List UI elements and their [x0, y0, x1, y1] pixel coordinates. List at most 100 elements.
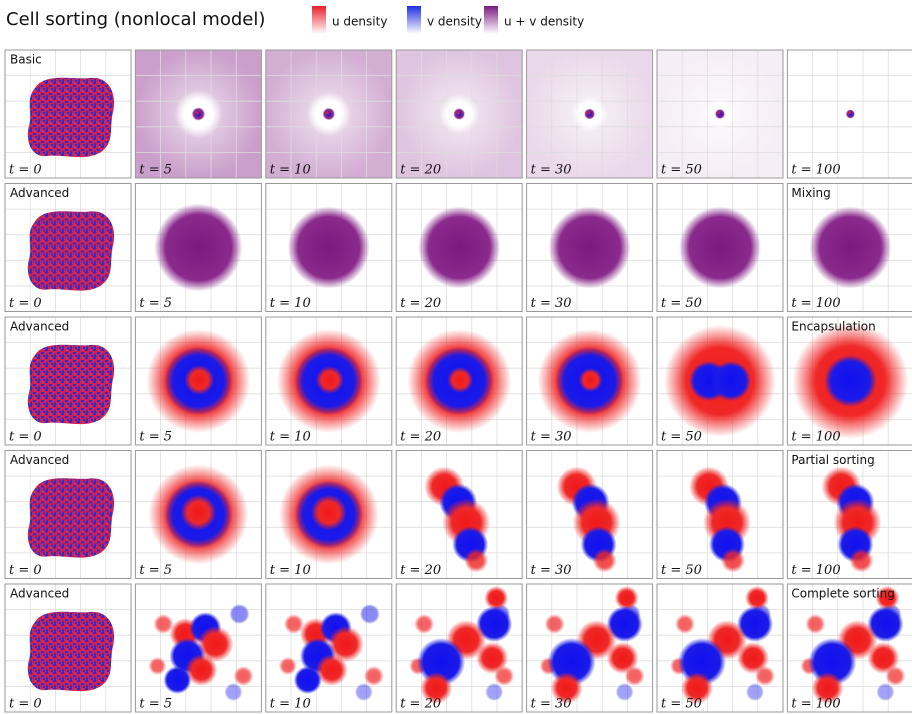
time-label: t = 50: [661, 430, 702, 445]
time-label: t = 20: [400, 563, 441, 578]
density-blob: [675, 614, 695, 634]
density-blob: [224, 683, 242, 701]
outcome-label: Partial sorting: [791, 453, 874, 467]
density-blob: [316, 366, 344, 394]
time-label: t = 5: [139, 430, 172, 445]
time-label: t = 20: [400, 163, 441, 178]
panel: t = 100 Complete sorting: [787, 584, 912, 712]
panel-content: [527, 50, 653, 178]
figure: Cell sorting (nonlocal model) u densityv…: [0, 0, 912, 714]
outcome-label: Encapsulation: [791, 320, 875, 334]
density-blob: [805, 614, 825, 634]
time-label: t = 50: [661, 697, 702, 712]
time-label: t = 0: [9, 296, 42, 311]
time-label: t = 20: [400, 430, 441, 445]
panel: t = 0Advanced: [5, 184, 131, 312]
density-blob: [279, 657, 297, 675]
density-blob: [233, 666, 253, 686]
panel: t = 5: [135, 50, 261, 178]
panel: t = 10: [266, 451, 392, 579]
outcome-label: Complete sorting: [791, 587, 894, 601]
density-blob: [717, 111, 721, 115]
outcome-label: Mixing: [791, 186, 830, 200]
density-blob: [456, 111, 460, 115]
density-blob: [184, 365, 214, 395]
panel-content: [135, 50, 261, 178]
initial-blob: [28, 78, 114, 157]
panel: t = 30: [527, 184, 653, 312]
time-label: t = 10: [270, 697, 311, 712]
density-blob: [311, 495, 347, 531]
density-blob: [849, 549, 873, 573]
panel: t = 100 Partial sorting: [787, 451, 912, 579]
panel-content: [396, 317, 522, 445]
panel-content: [135, 317, 261, 445]
panel: t = 5: [135, 317, 261, 445]
panel: t = 50: [657, 451, 783, 579]
row-label: Advanced: [10, 587, 69, 601]
time-label: t = 50: [661, 163, 702, 178]
panel: t = 20: [396, 50, 522, 178]
time-label: t = 5: [139, 163, 172, 178]
legend-swatch: [484, 6, 498, 34]
panel: t = 20: [396, 184, 522, 312]
panel-content: [135, 584, 261, 712]
density-blob: [414, 614, 434, 634]
density-blob: [721, 549, 745, 573]
time-label: t = 30: [531, 163, 572, 178]
panel: t = 100 Mixing: [787, 184, 912, 312]
panel-content: [5, 317, 131, 445]
density-blob: [809, 207, 891, 289]
panel: t = 5: [135, 184, 261, 312]
panel-content: [787, 584, 912, 712]
panel-content: [266, 584, 392, 712]
density-blob: [195, 111, 199, 115]
density-blob: [587, 111, 591, 115]
panel-content: [657, 317, 783, 445]
density-blob: [154, 204, 242, 292]
time-label: t = 0: [9, 163, 42, 178]
panel: t = 30: [527, 317, 653, 445]
panel: t = 10: [266, 184, 392, 312]
panel-content: [266, 50, 392, 178]
density-blob: [545, 614, 565, 634]
time-label: t = 10: [270, 563, 311, 578]
density-blob: [360, 604, 380, 624]
legend-swatch: [407, 6, 421, 34]
panel-content: [396, 184, 522, 312]
panel: t = 30: [527, 584, 653, 712]
time-label: t = 100: [791, 697, 840, 712]
panel-content: [5, 50, 131, 178]
row-label: Basic: [10, 53, 42, 67]
panel-content: [787, 451, 912, 579]
time-label: t = 10: [270, 430, 311, 445]
time-label: t = 100: [791, 296, 840, 311]
time-label: t = 20: [400, 296, 441, 311]
panel-content: [5, 584, 131, 712]
panel-content: [787, 184, 912, 312]
row-label: Advanced: [10, 453, 69, 467]
density-blob: [824, 355, 876, 407]
panel-content: [135, 451, 261, 579]
row-label: Advanced: [10, 320, 69, 334]
density-blob: [464, 549, 488, 573]
time-label: t = 100: [791, 430, 840, 445]
panel: t = 0 Basic: [5, 50, 131, 178]
density-blob: [180, 495, 216, 531]
panel-content: [787, 50, 912, 178]
initial-blob: [28, 211, 114, 290]
time-label: t = 100: [791, 563, 840, 578]
time-label: t = 5: [139, 697, 172, 712]
panel-content: [266, 317, 392, 445]
panel: t = 30: [527, 451, 653, 579]
panel: t = 10: [266, 584, 392, 712]
density-blob: [607, 642, 639, 674]
time-label: t = 5: [139, 296, 172, 311]
legend-label: u + v density: [504, 15, 584, 29]
panel-content: [266, 184, 392, 312]
density-blob: [447, 367, 473, 393]
density-blob: [485, 683, 503, 701]
panel: t = 30: [527, 50, 653, 178]
panel-content: [396, 50, 522, 178]
panel-content: [657, 50, 783, 178]
